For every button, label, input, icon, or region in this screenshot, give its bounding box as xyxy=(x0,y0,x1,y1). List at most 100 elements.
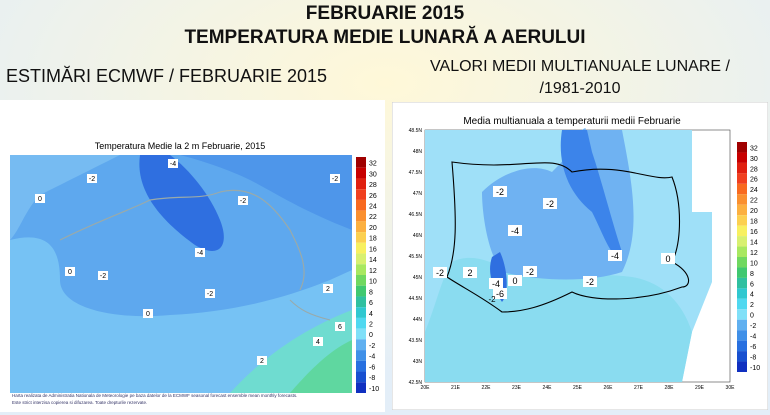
label-box xyxy=(335,322,345,331)
colorbar-label: 4 xyxy=(750,292,754,299)
colorbar-swatch xyxy=(356,221,366,233)
colorbar-label: 8 xyxy=(369,289,373,296)
lon-label: 28E xyxy=(665,385,675,391)
contour-label: 2 xyxy=(326,286,330,293)
contour-label: 4 xyxy=(316,339,320,346)
colorbar-swatch xyxy=(356,189,366,200)
contour-label: -4 xyxy=(511,226,519,236)
colorbar-label: 0 xyxy=(750,313,754,320)
label-box xyxy=(98,271,108,280)
colorbar-swatch xyxy=(737,204,747,216)
colorbar-label: -8 xyxy=(750,354,756,361)
label-box xyxy=(65,267,75,276)
lon-label: 29E xyxy=(695,385,705,391)
contour-label: -6 xyxy=(496,289,504,299)
colorbar-swatch xyxy=(737,215,747,226)
contour-label: 6 xyxy=(338,324,342,331)
colorbar-swatch xyxy=(737,225,747,237)
colorbar-label: 26 xyxy=(750,177,758,184)
lon-label: 30E xyxy=(726,385,736,391)
label-box xyxy=(463,267,477,278)
colorbar-swatch xyxy=(737,309,747,320)
contour-label: -4 xyxy=(197,250,203,257)
label-box xyxy=(313,337,323,346)
label-box xyxy=(238,196,248,205)
colorbar-label: 22 xyxy=(369,214,377,221)
lon-label: 24E xyxy=(543,385,553,391)
colorbar-swatch xyxy=(356,157,366,168)
colorbar-label: 4 xyxy=(369,311,373,318)
subtitle: TEMPERATURA MEDIE LUNARĂ A AERULUI xyxy=(184,27,586,48)
lat-label: 44N xyxy=(413,317,423,323)
colorbar-label: 20 xyxy=(750,208,758,215)
contour-label: -2 xyxy=(496,187,504,197)
left-heading: ESTIMĂRI ECMWF / FEBRUARIE 2015 xyxy=(6,66,328,86)
contour-label: -2 xyxy=(240,198,246,205)
label-box xyxy=(661,253,675,264)
colorbar-label: 28 xyxy=(750,166,758,173)
colorbar-label: 14 xyxy=(750,239,758,246)
colorbar-label: 30 xyxy=(750,156,758,163)
colorbar-label: 2 xyxy=(750,302,754,309)
colorbar-swatch xyxy=(356,296,366,308)
label-box xyxy=(523,266,537,277)
colorbar-swatch xyxy=(737,183,747,195)
colorbar-swatch xyxy=(737,246,747,257)
right-heading: VALORI MEDII MULTIANUALE LUNARE / /1981-… xyxy=(400,56,760,100)
lon-label: 26E xyxy=(604,385,614,391)
label-box xyxy=(35,194,45,203)
colorbar-label: 24 xyxy=(369,203,377,210)
colorbar-label: -6 xyxy=(369,364,375,371)
lat-label: 42.5N xyxy=(409,380,423,386)
contour-label: -2 xyxy=(526,267,534,277)
colorbar-label: 18 xyxy=(369,236,377,243)
lat-label: 48N xyxy=(413,149,423,155)
colorbar-swatch xyxy=(356,307,366,318)
contour-label: 0 xyxy=(665,254,670,264)
colorbar-label: -4 xyxy=(750,334,756,341)
colorbar-swatch xyxy=(356,285,366,297)
label-box xyxy=(330,174,340,183)
colorbar-swatch xyxy=(737,194,747,205)
colorbar-label: 22 xyxy=(750,198,758,205)
label-box xyxy=(508,225,522,236)
contour-label: 0 xyxy=(68,269,72,276)
right-map: Media multianuala a temperaturii medii F… xyxy=(392,102,768,410)
contour-label: -2 xyxy=(488,295,496,304)
colorbar-swatch xyxy=(737,340,747,352)
colorbar-swatch xyxy=(737,277,747,289)
contour-label: 0 xyxy=(512,276,517,286)
contour-label: 0 xyxy=(146,311,150,318)
colorbar-swatch xyxy=(737,267,747,278)
colorbar-swatch xyxy=(737,236,747,247)
colorbar-swatch xyxy=(356,242,366,254)
colorbar-swatch xyxy=(737,257,747,268)
colorbar-swatch xyxy=(737,351,747,362)
colorbar-label: 14 xyxy=(369,257,377,264)
label-box xyxy=(168,159,178,168)
lat-label: 45N xyxy=(413,275,423,281)
colorbar-swatch xyxy=(356,167,366,179)
contour-label: -2 xyxy=(436,268,444,278)
title: FEBRUARIE 2015 xyxy=(305,3,465,24)
colorbar-swatch xyxy=(356,328,366,340)
colorbar-swatch xyxy=(356,275,366,286)
colorbar-swatch xyxy=(356,371,366,383)
label-box xyxy=(543,198,557,209)
colorbar-label: 2 xyxy=(369,321,373,328)
contour-label: 2 xyxy=(467,268,472,278)
lon-label: 25E xyxy=(573,385,583,391)
contour-label: -2 xyxy=(546,199,554,209)
lon-label: 22E xyxy=(482,385,492,391)
colorbar-label: 28 xyxy=(369,182,377,189)
contour-label: -4 xyxy=(611,251,619,261)
heading-line: VALORI MEDII MULTIANUALE LUNARE / xyxy=(430,58,730,75)
contour-label: 2 xyxy=(260,358,264,365)
footnote: Este strict interzisa copierea si difuza… xyxy=(12,400,147,405)
colorbar-label: 32 xyxy=(369,161,377,168)
contour-label: -4 xyxy=(492,279,500,289)
colorbar-swatch xyxy=(356,232,366,243)
label-box xyxy=(489,278,503,289)
colorbar-label: 20 xyxy=(369,225,377,232)
lat-label: 43.5N xyxy=(409,338,423,344)
